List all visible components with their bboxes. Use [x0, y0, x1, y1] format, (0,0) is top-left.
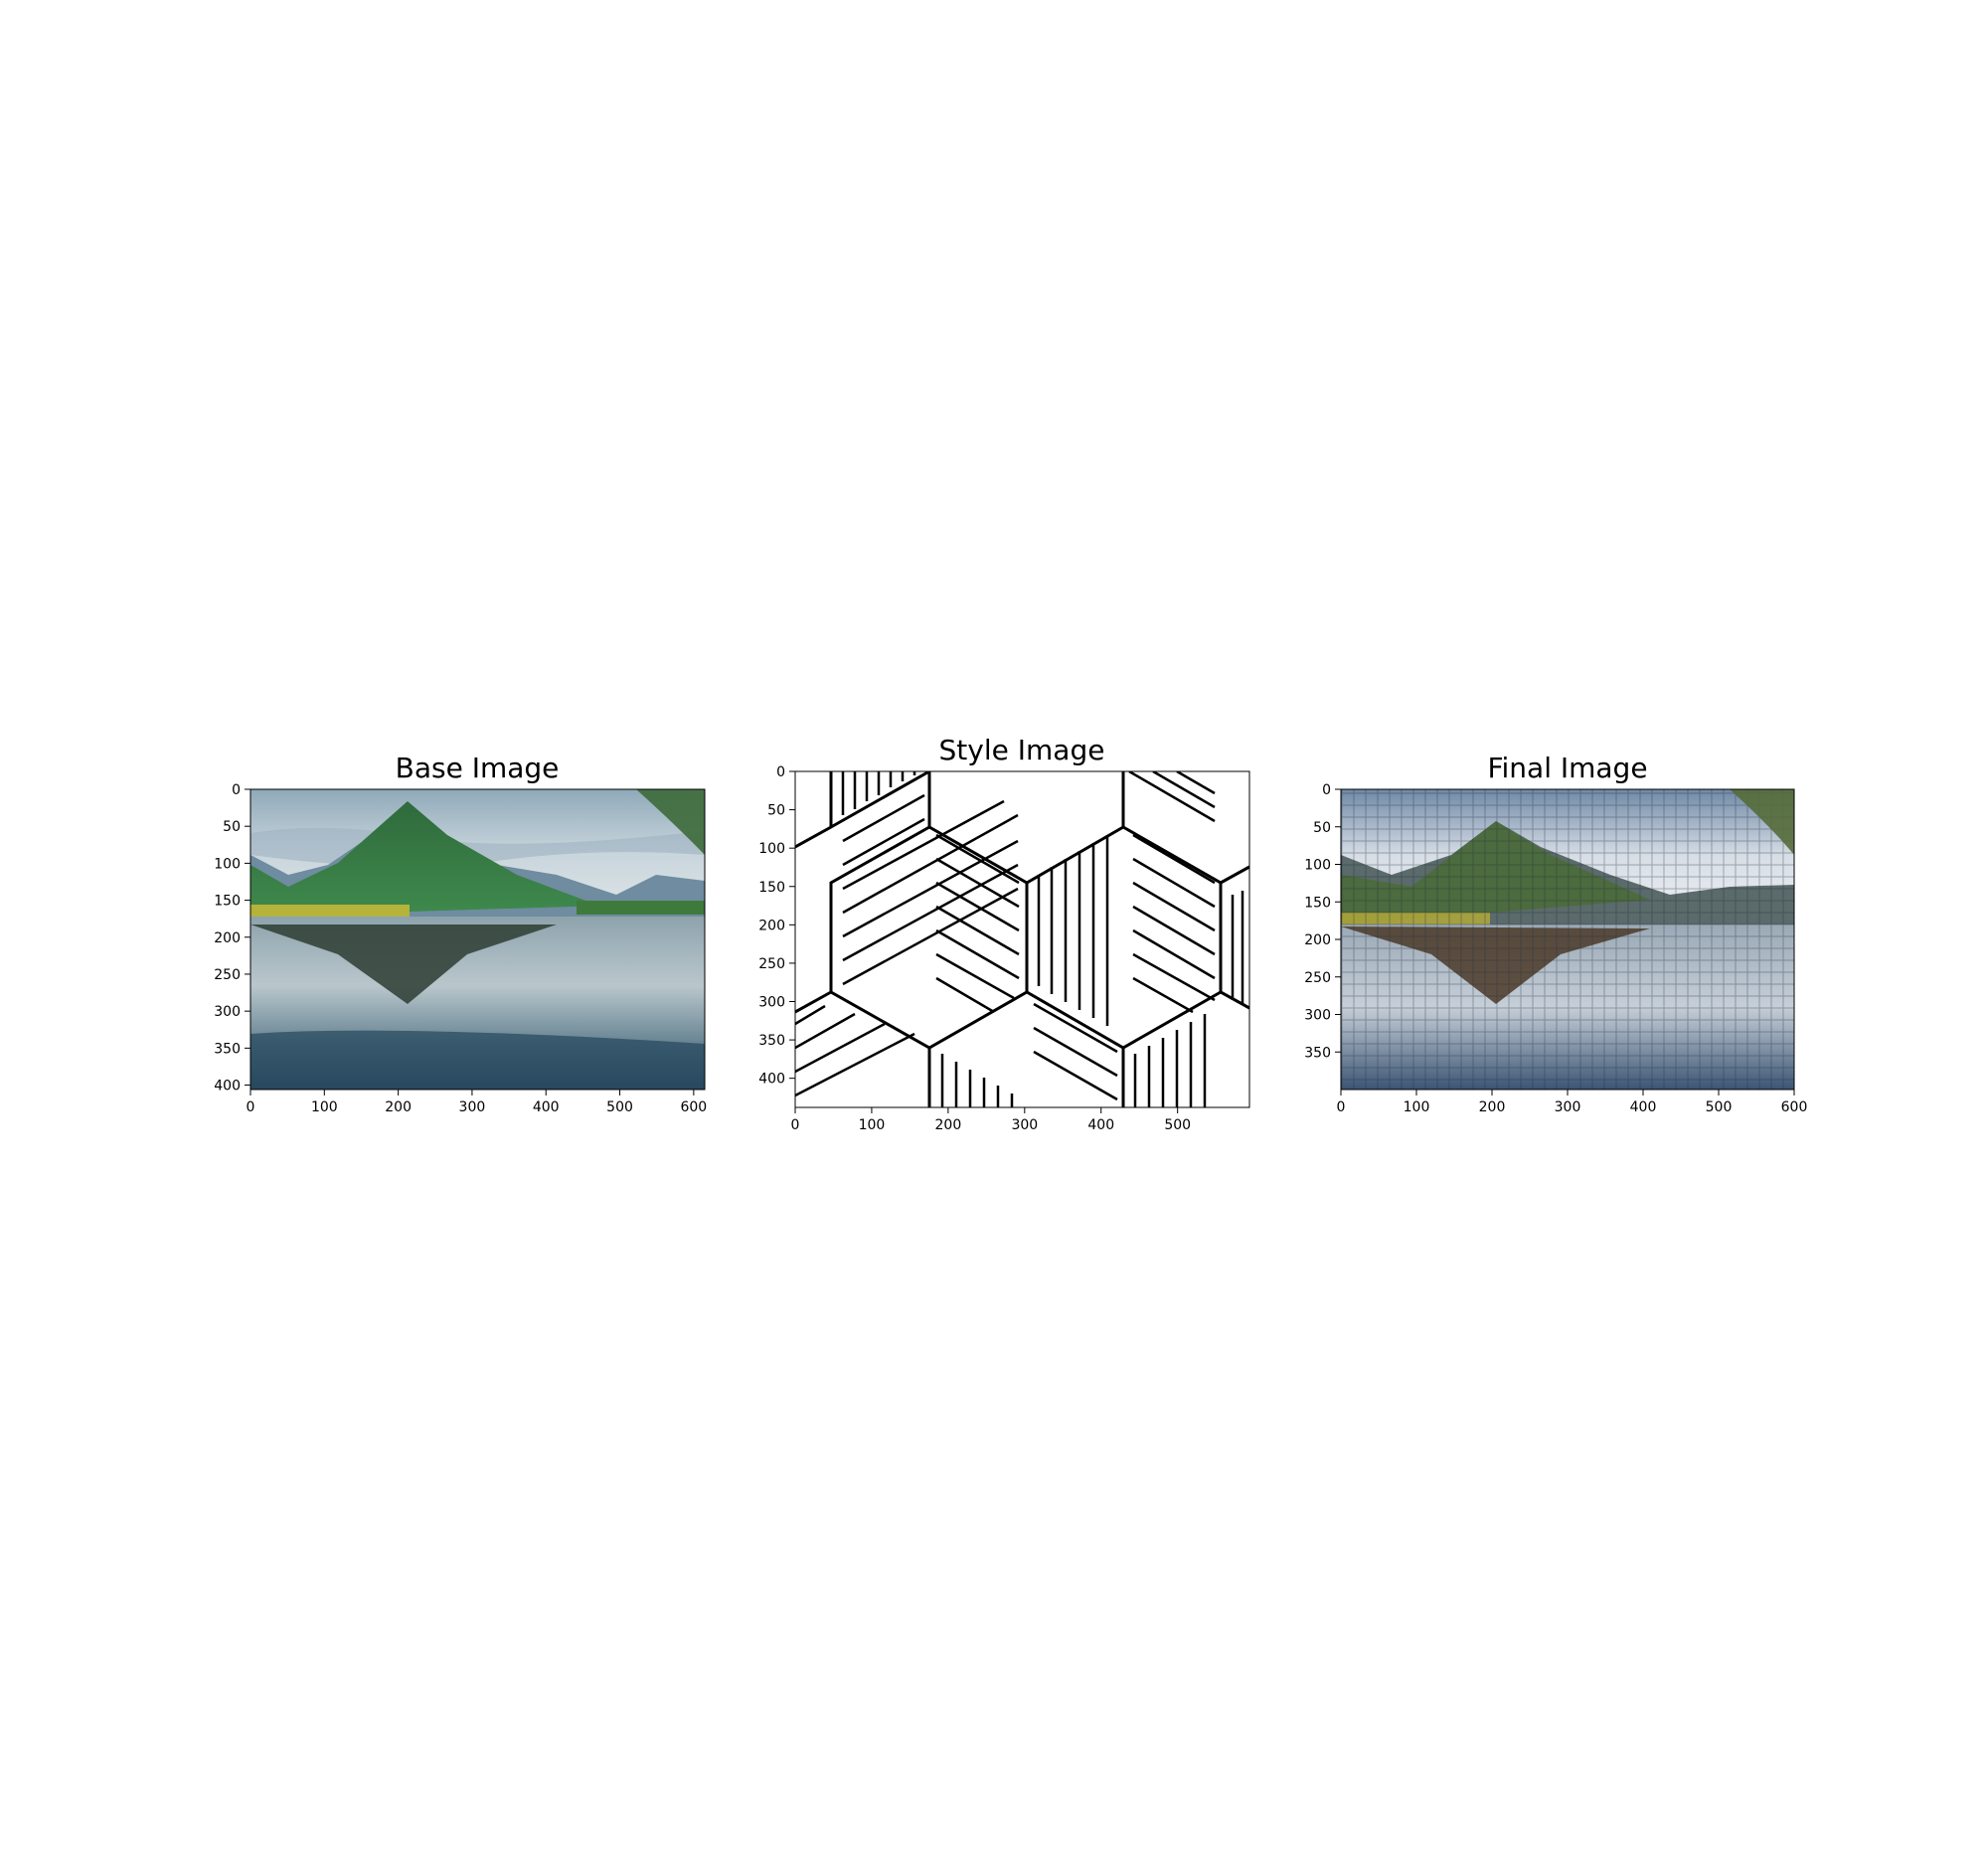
y-tick-label: 300 — [1304, 1008, 1331, 1024]
x-tick-label: 0 — [1337, 1099, 1346, 1115]
panel-title: Style Image — [939, 734, 1105, 766]
x-tick-label: 200 — [935, 1117, 962, 1133]
y-tick-label: 400 — [214, 1079, 241, 1094]
style-image-panel: Style Image — [794, 734, 1250, 1108]
x-tick-label: 200 — [385, 1099, 412, 1115]
style-image — [795, 771, 1249, 1107]
x-tick-label: 500 — [1164, 1117, 1191, 1133]
y-tick-label: 350 — [1304, 1045, 1331, 1061]
y-tick-label: 100 — [1304, 858, 1331, 874]
y-tick-label: 150 — [214, 894, 241, 910]
y-tick-label: 50 — [767, 803, 785, 819]
x-tick-label: 400 — [1630, 1099, 1657, 1115]
y-tick-label: 100 — [758, 841, 785, 857]
axis-group-0: 0 100 200 300 400 500 600 0 50 100 150 200 250 300 350… — [214, 782, 707, 1115]
final-image-panel: Final Image — [1340, 752, 1795, 1091]
y-tick-label: 150 — [758, 880, 785, 896]
y-tick-label: 150 — [1304, 895, 1331, 911]
x-tick-label: 200 — [1479, 1099, 1506, 1115]
x-tick-label: 0 — [791, 1117, 800, 1133]
x-tick-label: 300 — [1011, 1117, 1038, 1133]
panel-title: Base Image — [396, 752, 560, 784]
x-tick-label: 100 — [859, 1117, 886, 1133]
axis-group-1: 0 100 200 300 400 500 0 50 100 150 200 250 300 350 400 — [758, 764, 1191, 1133]
y-tick-label: 400 — [758, 1072, 785, 1088]
y-tick-label: 350 — [214, 1041, 241, 1057]
axes: 0 100 200 300 400 500 600050100150200250300350… — [214, 764, 1807, 1133]
y-tick-label: 250 — [758, 956, 785, 972]
x-tick-label: 100 — [1404, 1099, 1430, 1115]
x-tick-label: 300 — [459, 1099, 486, 1115]
y-tick-label: 300 — [758, 995, 785, 1011]
final-image — [1341, 789, 1794, 1090]
x-tick-label: 500 — [606, 1099, 633, 1115]
x-tick-label: 100 — [311, 1099, 338, 1115]
x-tick-label: 600 — [1781, 1099, 1808, 1115]
y-tick-label: 0 — [1322, 782, 1331, 798]
y-tick-label: 300 — [214, 1004, 241, 1020]
y-tick-label: 200 — [214, 930, 241, 946]
y-tick-label: 350 — [758, 1033, 785, 1049]
base-image-panel: Base Image — [249, 752, 706, 1091]
y-tick-label: 50 — [1313, 820, 1331, 836]
y-tick-label: 200 — [758, 918, 785, 933]
y-tick-label: 100 — [214, 856, 241, 872]
y-tick-label: 0 — [776, 764, 785, 780]
x-tick-label: 300 — [1555, 1099, 1581, 1115]
y-tick-label: 0 — [232, 782, 241, 798]
x-tick-label: 400 — [1087, 1117, 1114, 1133]
x-tick-label: 400 — [533, 1099, 560, 1115]
y-tick-label: 250 — [1304, 970, 1331, 986]
panel-title: Final Image — [1487, 752, 1647, 784]
x-tick-label: 600 — [680, 1099, 707, 1115]
y-tick-label: 250 — [214, 967, 241, 983]
base-image — [250, 789, 705, 1090]
y-tick-label: 50 — [223, 819, 241, 835]
x-tick-label: 500 — [1706, 1099, 1733, 1115]
y-tick-label: 200 — [1304, 932, 1331, 948]
x-tick-label: 0 — [247, 1099, 255, 1115]
axis-group-2: 0 100 200 300 400 500 600 0 50 100 150 200 250 300 350 — [1304, 782, 1807, 1115]
